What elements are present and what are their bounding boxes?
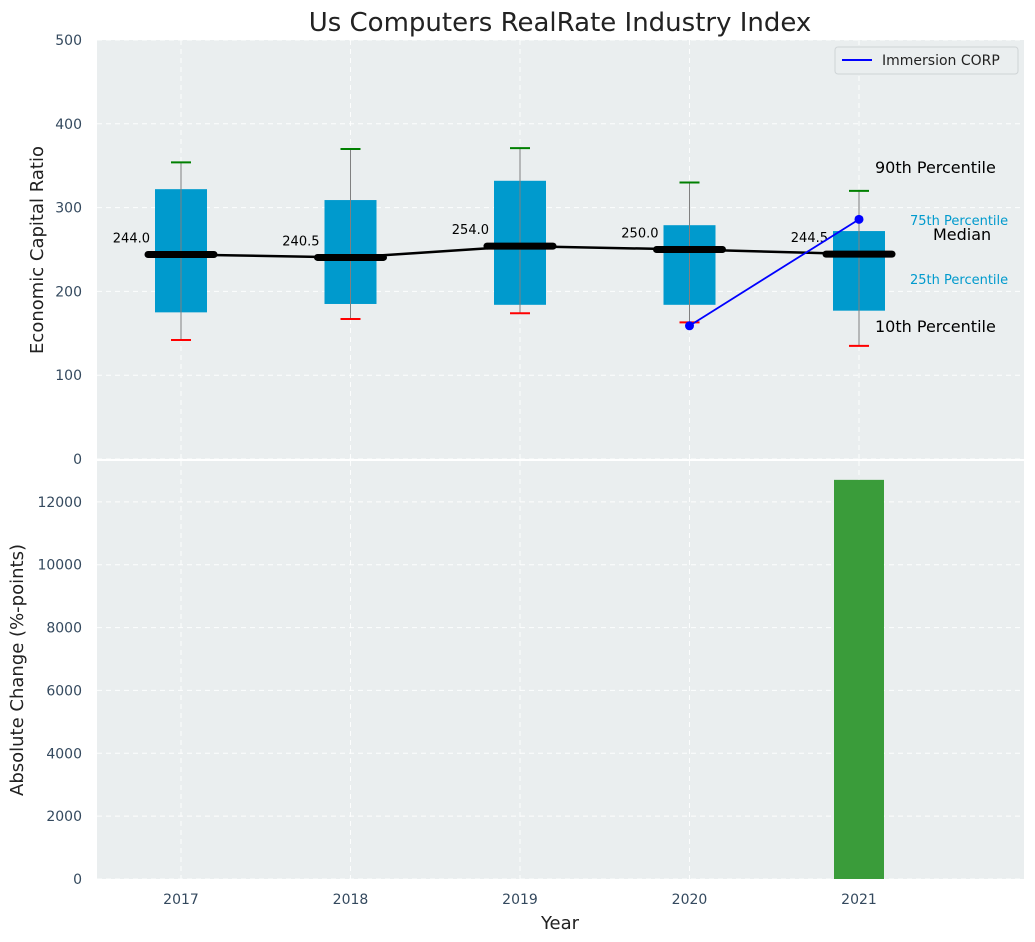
x-tick-label: 2019 [502,892,538,908]
legend-frame [834,46,1019,75]
bottom-y-tick-label: 0 [73,872,82,888]
x-ticks: 2017 2018 2019 2020 2021 [163,892,877,908]
x-axis-label: Year [540,913,580,934]
median-value-label: 240.5 [282,234,319,249]
top-y-tick-label: 0 [73,452,82,468]
median-value-label: 250.0 [621,227,658,242]
bottom-y-tick-label: 6000 [46,683,82,699]
bottom-y-axis-label: Absolute Change (%-points) [7,544,28,796]
annotation-median: Median [933,225,991,244]
median-value-label: 244.5 [791,231,828,246]
annotation-p90: 90th Percentile [875,158,996,177]
bottom-y-tick-label: 12000 [37,495,82,511]
bar-marks [834,479,884,879]
bottom-y-tick-label: 2000 [46,809,82,825]
top-y-tick-label: 500 [55,33,82,49]
x-tick-label: 2018 [333,892,369,908]
top-y-tick-label: 200 [55,284,82,300]
bottom-grid [97,461,1024,880]
median-value-label: 244.0 [113,232,150,247]
percentile-annotations: 90th Percentile 75th Percentile Median 2… [875,158,1008,336]
top-y-axis-label: Economic Capital Ratio [27,146,48,354]
change-bar [834,479,884,879]
annotation-p10: 10th Percentile [875,317,996,336]
top-y-tick-label: 300 [55,201,82,217]
annotation-p25: 25th Percentile [910,273,1008,288]
bottom-y-tick-label: 10000 [37,558,82,574]
bottom-y-tick-label: 4000 [46,746,82,762]
annotation-p75: 75th Percentile [910,214,1008,229]
top-y-ticks: 0 100 200 300 400 500 [55,33,82,468]
company-series-point [854,214,864,224]
x-tick-label: 2020 [672,892,708,908]
company-series-point [685,321,694,331]
boxplot-marks: 244.0 240.5 254.0 250.0 244.5 [113,147,896,347]
bottom-y-ticks: 0 2000 4000 6000 8000 10000 12000 [37,495,82,888]
top-y-tick-label: 400 [55,117,82,133]
x-tick-label: 2017 [163,892,199,908]
median-value-label: 254.0 [452,223,489,238]
chart-title: Us Computers RealRate Industry Index [309,8,812,38]
bottom-y-tick-label: 8000 [46,621,82,637]
company-series-line [689,218,860,327]
x-tick-label: 2021 [841,892,877,908]
legend-label: Immersion CORP [882,53,1000,69]
top-y-tick-label: 100 [55,368,82,384]
legend: Immersion CORP [834,46,1019,75]
